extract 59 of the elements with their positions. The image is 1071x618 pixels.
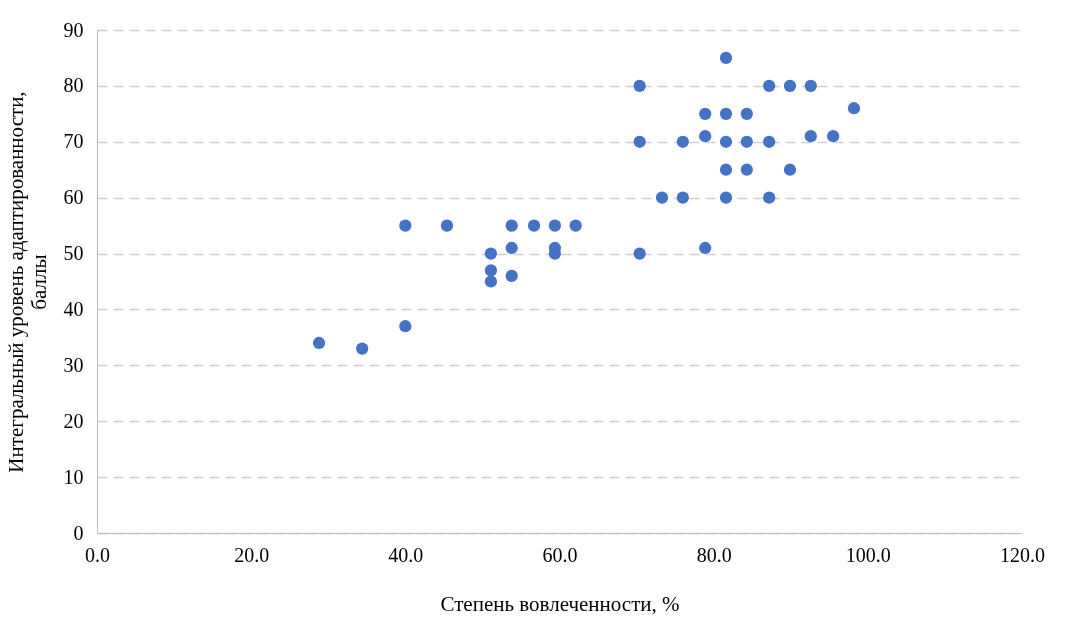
point <box>399 219 412 232</box>
x-tick-label: 60.0 <box>542 543 578 566</box>
point <box>440 219 454 232</box>
x-tick-label: 0.0 <box>85 543 110 566</box>
point <box>399 320 412 333</box>
y-tick-label: 70 <box>63 130 84 153</box>
point <box>783 79 797 92</box>
point <box>763 191 776 204</box>
point <box>740 135 753 148</box>
y-tick-label: 50 <box>63 242 84 265</box>
point <box>633 247 646 260</box>
point <box>719 135 733 148</box>
y-tick-label: 40 <box>63 297 84 320</box>
x-tick-label: 100.0 <box>845 543 891 566</box>
point <box>783 163 797 176</box>
point <box>719 163 733 176</box>
point <box>484 275 498 288</box>
y-tick-label: 60 <box>63 186 84 209</box>
point <box>763 135 776 148</box>
point <box>827 130 840 143</box>
point <box>484 264 498 277</box>
point <box>505 241 518 255</box>
y-tick-label: 10 <box>63 465 84 488</box>
y-tick-label: 90 <box>63 18 84 41</box>
point <box>699 130 712 143</box>
point <box>569 219 582 232</box>
y-tick-label: 20 <box>63 409 84 432</box>
x-tick-label: 20.0 <box>234 543 270 566</box>
point <box>804 130 817 143</box>
y-tick-label: 30 <box>63 353 84 376</box>
point <box>676 135 689 148</box>
point <box>676 191 689 204</box>
point <box>655 191 669 204</box>
point <box>699 107 712 120</box>
point <box>356 342 369 355</box>
point <box>847 102 861 115</box>
point <box>505 269 518 283</box>
x-axis-title: Степень вовлеченности, % <box>440 591 680 616</box>
point <box>804 79 817 92</box>
y-axis-title: Интегральный уровень адаптированности, баллы <box>3 91 51 473</box>
point <box>484 247 498 260</box>
point <box>740 163 753 176</box>
point <box>719 107 733 120</box>
point <box>633 135 646 148</box>
point <box>633 79 646 92</box>
point <box>527 219 541 232</box>
point <box>740 107 753 120</box>
point <box>719 51 733 65</box>
x-tick-label: 80.0 <box>696 543 732 566</box>
point <box>505 219 518 232</box>
x-tick-label: 120.0 <box>1000 543 1045 566</box>
point <box>763 79 776 92</box>
point <box>719 191 733 204</box>
y-tick-label: 0 <box>73 521 84 544</box>
y-tick-label: 80 <box>63 74 84 97</box>
point <box>312 336 326 350</box>
point <box>699 241 712 255</box>
point <box>548 219 561 232</box>
x-tick-label: 40.0 <box>388 543 424 566</box>
